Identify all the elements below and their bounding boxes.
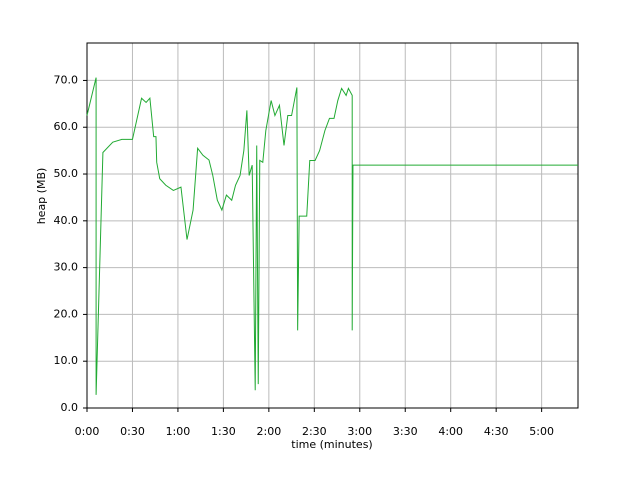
- y-tick-label: 0.0: [61, 401, 79, 414]
- x-tick-label: 2:00: [257, 425, 282, 438]
- x-tick-label: 1:00: [166, 425, 191, 438]
- x-tick-label: 3:30: [393, 425, 418, 438]
- x-tick-label: 0:30: [120, 425, 145, 438]
- data-line: [86, 77, 578, 395]
- x-tick-label: 5:00: [529, 425, 554, 438]
- x-tick-label: 4:30: [484, 425, 509, 438]
- y-tick-label: 30.0: [54, 261, 79, 274]
- x-tick-label: 4:00: [438, 425, 463, 438]
- x-tick-label: 3:00: [347, 425, 372, 438]
- y-tick-label: 10.0: [54, 354, 79, 367]
- plot-frame: [86, 42, 579, 409]
- x-tick-label: 0:00: [75, 425, 100, 438]
- x-tick-label: 1:30: [211, 425, 236, 438]
- y-tick-label: 50.0: [54, 167, 79, 180]
- y-tick-label: 70.0: [54, 73, 79, 86]
- y-axis-label: heap (MB): [35, 168, 48, 225]
- y-tick-label: 40.0: [54, 214, 79, 227]
- x-axis-label: time (minutes): [291, 438, 372, 451]
- x-tick-label: 2:30: [302, 425, 327, 438]
- y-tick-label: 20.0: [54, 307, 79, 320]
- y-tick-label: 60.0: [54, 120, 79, 133]
